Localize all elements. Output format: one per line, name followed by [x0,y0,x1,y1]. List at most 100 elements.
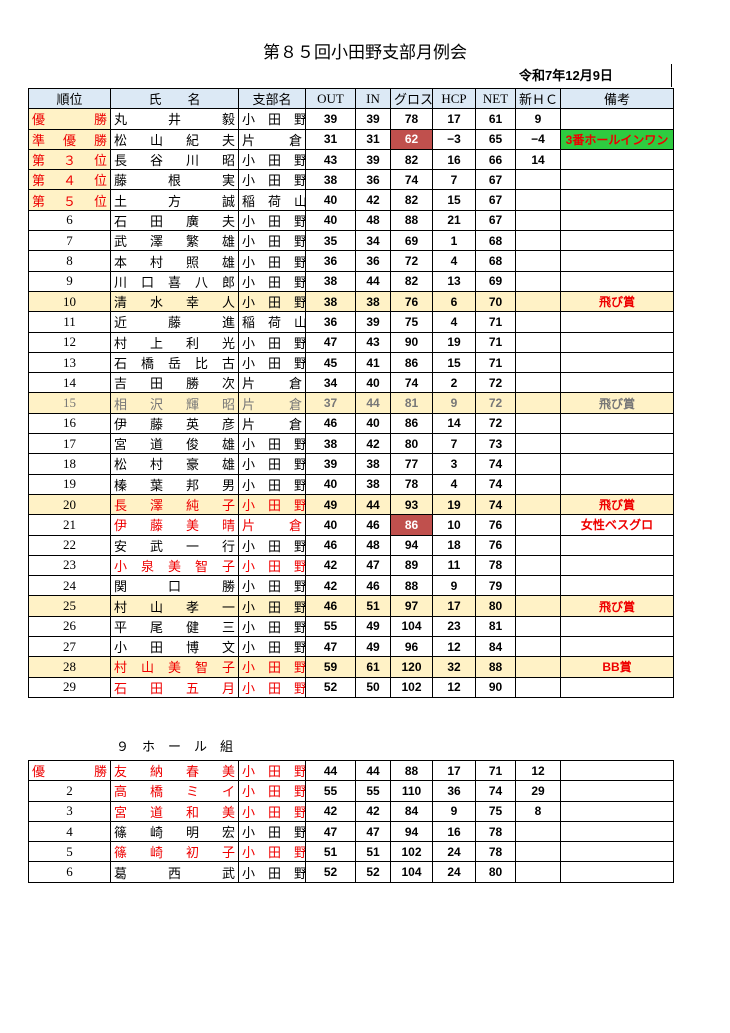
cell: 飛び賞 [560,392,674,414]
cell [560,189,674,211]
cell: 伊 藤 英 彦 [110,412,239,435]
cell: 第 ５ 位 [28,189,111,211]
cell: 75 [390,311,433,333]
cell: 8 [28,250,111,272]
cell: 104 [390,861,433,883]
cell [560,453,674,475]
column-header: NET [475,87,516,110]
cell [560,615,674,638]
cell: 篠 崎 初 子 [110,841,239,863]
row: 10 清 水 幸 人小 田 野 38 38 76 6 70 飛び賞 [28,290,674,313]
cell: 69 [390,230,433,252]
cell: 68 [475,250,516,272]
cell: 7 [28,230,111,252]
cell: 46 [355,514,391,536]
cell [560,676,674,698]
cell: 74 [475,473,516,495]
cell: 小 田 野 [238,290,306,313]
cell: 44 [305,759,356,782]
cell: 29 [28,676,111,698]
cell [560,473,674,495]
cell: 93 [390,493,433,516]
cell: 26 [28,615,111,638]
cell [560,372,674,394]
cell: 40 [305,514,356,536]
cell: 39 [305,453,356,475]
cell [560,311,674,333]
cell: 38 [305,270,356,292]
cell [515,270,561,292]
cell: 22 [28,534,111,556]
cell [560,534,674,556]
cell: 72 [475,392,516,414]
cell: 44 [355,759,391,782]
cell: 44 [355,270,391,292]
cell: 小 田 野 [238,595,306,617]
cell: 48 [355,209,391,232]
cell: 76 [475,534,516,556]
column-header: IN [355,87,391,110]
cell: 小 田 野 [238,534,306,556]
cell: 51 [355,841,391,863]
cell: 40 [355,372,391,394]
cell: 小 田 野 [238,554,306,577]
cell: 13 [432,270,476,292]
cell: 9 [28,270,111,292]
cell [515,331,561,353]
cell: 88 [390,209,433,232]
cell: 59 [305,656,356,678]
cell: 49 [305,493,356,516]
cell: 55 [355,780,391,802]
cell: 120 [390,656,433,678]
date: 令和7年12月9日 [515,64,672,87]
cell: 小 田 野 [238,800,306,822]
cell: 石 橋 岳 比 古 [110,351,239,374]
cell: 16 [432,820,476,843]
cell: 稲 荷 山 [238,311,306,333]
cell [515,615,561,638]
cell: 17 [28,433,111,455]
cell: 篠 崎 明 宏 [110,820,239,843]
cell [515,372,561,394]
cell [515,250,561,272]
row: 14 吉 田 勝 次片 倉 34 40 74 2 72 [28,372,674,394]
cell: 16 [432,148,476,171]
cell: 19 [28,473,111,495]
cell: 50 [355,676,391,698]
cell [560,108,674,130]
cell: 49 [355,615,391,638]
cell: 62 [390,128,433,150]
cell: 2 [432,372,476,394]
cell [560,800,674,822]
cell: 71 [475,331,516,353]
cell: 47 [305,331,356,353]
cell: 小 田 野 [238,676,306,698]
cell [515,169,561,191]
cell: 友 納 春 美 [110,759,239,782]
cell: 21 [28,514,111,536]
cell: 89 [390,554,433,577]
cell: 36 [305,250,356,272]
cell: 96 [390,636,433,658]
cell: 74 [475,493,516,516]
cell [560,351,674,374]
cell: 片 倉 [238,372,306,394]
cell: 43 [355,331,391,353]
cell: 松 村 豪 雄 [110,453,239,475]
cell: 90 [475,676,516,698]
cell [560,554,674,577]
cell [560,575,674,597]
cell: 小 田 野 [238,615,306,638]
cell: 48 [355,534,391,556]
cell: 42 [305,554,356,577]
row: 29 石 田 五 月小 田 野 52 50 102 12 90 [28,676,674,698]
cell: −3 [432,128,476,150]
cell: 47 [355,820,391,843]
cell: 小 田 野 [238,820,306,843]
cell: 12 [28,331,111,353]
cell: 小 田 野 [238,453,306,475]
cell [560,209,674,232]
cell: 9 [432,800,476,822]
